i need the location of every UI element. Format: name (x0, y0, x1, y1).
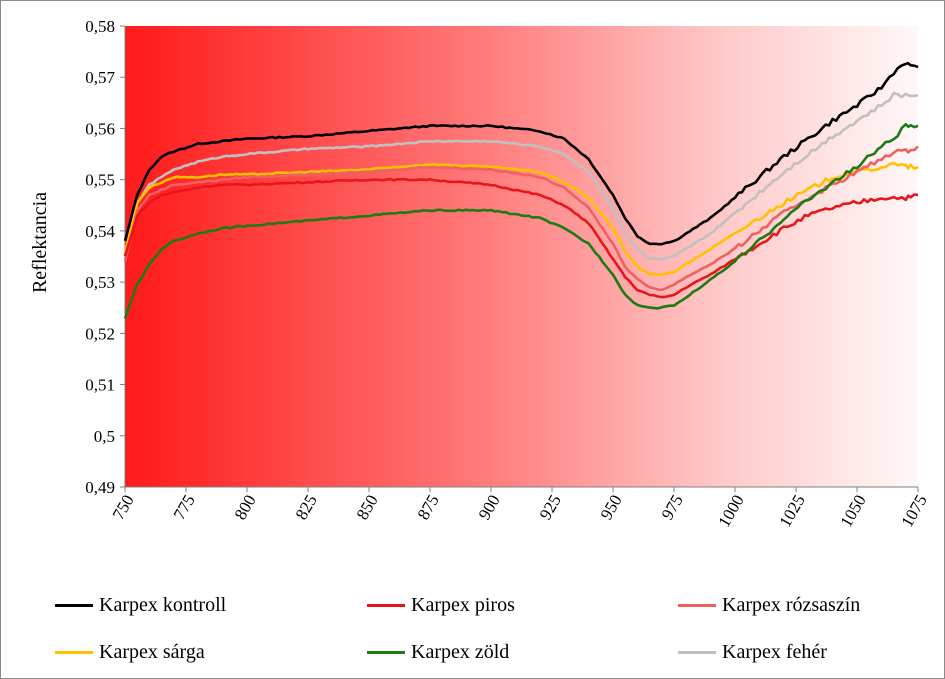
y-axis: 0,49 0,5 0,51 0,52 0,53 0,54 0,55 0,56 0,57 0,58 (85, 17, 126, 497)
y-tick-label: 0,55 (85, 171, 115, 190)
x-tick-label: 800 (231, 491, 260, 523)
plot-area-background (125, 26, 918, 487)
legend-swatch (367, 604, 405, 607)
legend-swatch (678, 604, 716, 607)
legend-item: Karpex sárga (55, 641, 205, 664)
x-tick-label: 825 (292, 491, 321, 523)
legend-label: Karpex piros (411, 594, 515, 616)
x-axis: 750 775 800 825 850 875 900 925 950 975 1000 1025 10… (109, 486, 931, 530)
legend-swatch (55, 604, 93, 607)
legend: Karpex kontroll Karpex piros Karpex rózsas… (0, 590, 945, 675)
legend-label: Karpex kontroll (99, 594, 227, 616)
legend-item: Karpex piros (367, 594, 515, 617)
series-line-karpex-zöld (123, 123, 919, 319)
y-tick-label: 0,5 (94, 427, 115, 446)
x-tick-label: 1050 (836, 491, 869, 530)
legend-label: Karpex rózsaszín (722, 594, 861, 616)
series-line-karpex-sárga (123, 161, 919, 277)
legend-label: Karpex fehér (722, 641, 827, 663)
x-tick-label: 950 (597, 491, 626, 523)
legend-swatch (367, 651, 405, 654)
series-line-karpex-rózsaszín (123, 145, 919, 292)
series-line-karpex-piros (123, 177, 919, 299)
y-tick-label: 0,57 (85, 68, 115, 87)
y-tick-label: 0,52 (85, 324, 115, 343)
y-tick-label: 0,56 (85, 119, 115, 138)
y-tick-label: 0,53 (85, 273, 115, 292)
series-lines (123, 61, 919, 319)
x-tick-label: 1075 (897, 491, 930, 530)
y-tick-label: 0,58 (85, 17, 115, 36)
legend-swatch (55, 651, 93, 654)
chart-svg: 0,490,50,510,520,530,540,550,560,570,58 … (29, 17, 931, 530)
x-tick-label: 975 (658, 491, 687, 523)
legend-swatch (678, 651, 716, 654)
x-tick-label: 850 (353, 491, 382, 523)
x-tick-label: 875 (414, 491, 443, 523)
y-tick-label: 0,51 (85, 376, 115, 395)
series-line-karpex-fehér (123, 91, 919, 261)
x-tick-label: 775 (170, 491, 199, 523)
legend-item: Karpex rózsaszín (678, 594, 860, 617)
y-tick-label: 0,54 (85, 222, 115, 241)
legend-item: Karpex kontroll (55, 594, 226, 617)
legend-item: Karpex zöld (367, 641, 509, 664)
legend-label: Karpex zöld (411, 641, 510, 663)
y-axis-title: Reflektancia (29, 192, 51, 293)
legend-item: Karpex fehér (678, 641, 827, 664)
x-tick-label: 1025 (775, 491, 808, 530)
series-line-karpex-kontroll (123, 61, 919, 246)
x-tick-label: 925 (536, 491, 565, 523)
y-tick-label: 0,49 (85, 478, 115, 497)
legend-label: Karpex sárga (99, 641, 205, 663)
x-tick-label: 1000 (714, 491, 747, 530)
x-tick-label: 900 (475, 491, 504, 523)
